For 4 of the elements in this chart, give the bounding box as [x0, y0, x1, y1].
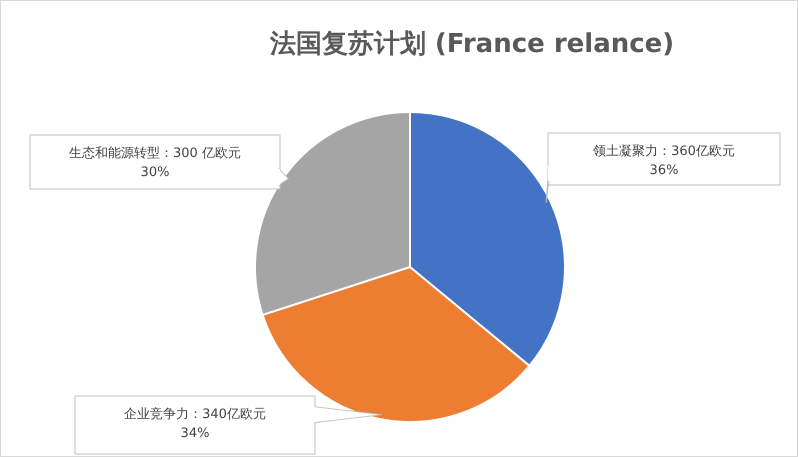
slice-label: 生态和能源转型：300 亿欧元 30% — [69, 146, 241, 180]
title: 法国复苏计划 (France relance) — [270, 29, 674, 59]
slice-label: 企业竞争力：340亿欧元 34% — [124, 407, 266, 441]
slice-label: 领土凝聚力：360亿欧元 36% — [593, 144, 735, 178]
